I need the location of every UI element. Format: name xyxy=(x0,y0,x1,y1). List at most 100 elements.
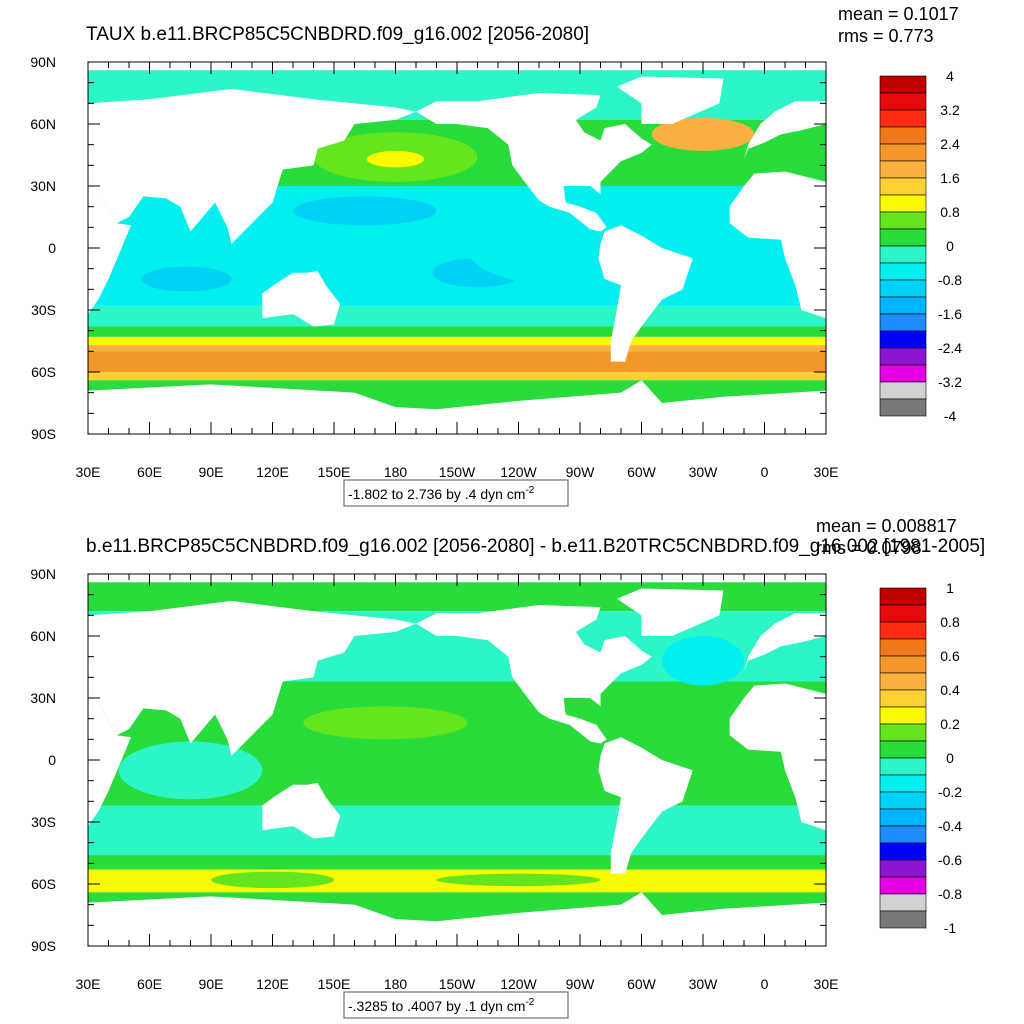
map-panel: 90N 60N 30N 0 30S 60S 90S 30E 60E 90E 120E 150E 180 1… xyxy=(30,4,962,507)
colorbar-box xyxy=(879,587,927,606)
lon-label: 90W xyxy=(566,464,596,480)
contour-band xyxy=(88,855,826,870)
colorbar-box xyxy=(879,876,927,895)
contour-region xyxy=(141,266,232,292)
land xyxy=(88,181,132,315)
info-box xyxy=(343,479,569,507)
colorbar-box xyxy=(879,160,927,179)
colorbar-label: 1 xyxy=(946,580,954,596)
lat-label: 90N xyxy=(30,566,56,582)
colorbar-label: 0.2 xyxy=(940,716,960,732)
land xyxy=(262,782,341,839)
lon-label: 120E xyxy=(256,464,289,480)
colorbar-label: -3.2 xyxy=(938,374,962,390)
colorbar-box xyxy=(879,723,927,742)
colorbar-label: -0.8 xyxy=(938,886,962,902)
contour-region xyxy=(293,196,437,226)
colorbar-box xyxy=(879,92,927,111)
mean-label: mean = 0.1017 xyxy=(838,4,959,24)
contour-region xyxy=(303,706,468,740)
land xyxy=(88,892,826,946)
contour-band xyxy=(88,336,826,346)
land xyxy=(744,613,826,672)
lon-label: 90E xyxy=(199,976,224,992)
lat-label: 30N xyxy=(30,178,56,194)
lon-label: 60W xyxy=(627,464,657,480)
colorbar-box xyxy=(879,109,927,128)
lon-label: 30E xyxy=(814,464,839,480)
colorbar-box xyxy=(879,245,927,264)
contour-band xyxy=(88,351,826,372)
colorbar-label: -0.2 xyxy=(938,784,962,800)
land xyxy=(598,737,693,874)
colorbar-box xyxy=(879,296,927,315)
colorbar-box xyxy=(879,842,927,861)
colorbar-box xyxy=(879,893,927,912)
colorbar-label: -1 xyxy=(944,920,957,936)
contour-band xyxy=(88,345,826,352)
colorbar-box xyxy=(879,859,927,878)
colorbar-box xyxy=(879,211,927,230)
contour-info-exponent: -2 xyxy=(525,997,534,1008)
contour-info-text: -.3285 to .4007 by .1 dyn cm xyxy=(348,998,525,1014)
colorbar-box xyxy=(879,757,927,776)
colorbar-box xyxy=(879,126,927,145)
colorbar-label: 2.4 xyxy=(940,136,960,152)
land xyxy=(729,683,826,831)
lon-label: 120W xyxy=(500,464,537,480)
lat-label: 30S xyxy=(31,302,56,318)
lon-label: 30W xyxy=(689,464,719,480)
contour-info: -1.802 to 2.736 by .4 dyn cm-2 xyxy=(348,485,535,502)
lon-label: 90W xyxy=(566,976,596,992)
contour-info-exponent: -2 xyxy=(525,485,534,496)
map-panel: 90N 60N 30N 0 30S 60S 90S 30E 60E 90E 120E 150E 180 1… xyxy=(30,516,985,1019)
lon-label: 30E xyxy=(76,976,101,992)
lon-label: 180 xyxy=(384,976,408,992)
colorbar-box xyxy=(879,75,927,94)
colorbar-box xyxy=(879,381,927,400)
rms-label: rms = 0.0798 xyxy=(816,538,922,558)
colorbar-box xyxy=(879,655,927,674)
colorbar-label: 0.8 xyxy=(940,614,960,630)
lon-label: 0 xyxy=(761,464,769,480)
colorbar-box xyxy=(879,808,927,827)
lat-label: 90S xyxy=(31,426,56,442)
colorbar-box xyxy=(879,228,927,247)
colorbar-box xyxy=(879,143,927,162)
contour-region xyxy=(118,741,263,800)
colorbar-label: 0 xyxy=(946,750,954,766)
colorbar-label: 0 xyxy=(946,238,954,254)
land xyxy=(598,225,693,362)
contour-band xyxy=(88,305,826,327)
lon-label: 120W xyxy=(500,976,537,992)
lat-label: 60N xyxy=(30,116,56,132)
colorbar-label: 0.6 xyxy=(940,648,960,664)
colorbar-label: -1.6 xyxy=(938,306,962,322)
colorbar-box xyxy=(879,347,927,366)
land xyxy=(416,605,652,744)
contour-band xyxy=(88,372,826,381)
colorbar-label: 1.6 xyxy=(940,170,960,186)
rms-label: rms = 0.773 xyxy=(838,26,934,46)
lat-label: 90S xyxy=(31,938,56,954)
colorbar-label: -4 xyxy=(944,408,957,424)
map-field xyxy=(88,574,826,946)
lon-label: 60W xyxy=(627,976,657,992)
land xyxy=(616,588,724,636)
lon-label: 90E xyxy=(199,464,224,480)
title: TAUX b.e11.BRCP85C5CNBDRD.f09_g16.002 [2… xyxy=(86,24,589,45)
lon-label: 30E xyxy=(814,976,839,992)
contour-region xyxy=(436,873,601,887)
colorbar-box xyxy=(879,706,927,725)
mean-label: mean = 0.008817 xyxy=(816,516,957,536)
colorbar-label: 0.4 xyxy=(940,682,960,698)
colorbar-box xyxy=(879,910,927,929)
colorbar-box xyxy=(879,279,927,298)
colorbar-label: 0.8 xyxy=(940,204,960,220)
land xyxy=(616,76,724,124)
lon-label: 30W xyxy=(689,976,719,992)
lon-label: 120E xyxy=(256,976,289,992)
colorbar-box xyxy=(879,825,927,844)
lat-label: 30S xyxy=(31,814,56,830)
